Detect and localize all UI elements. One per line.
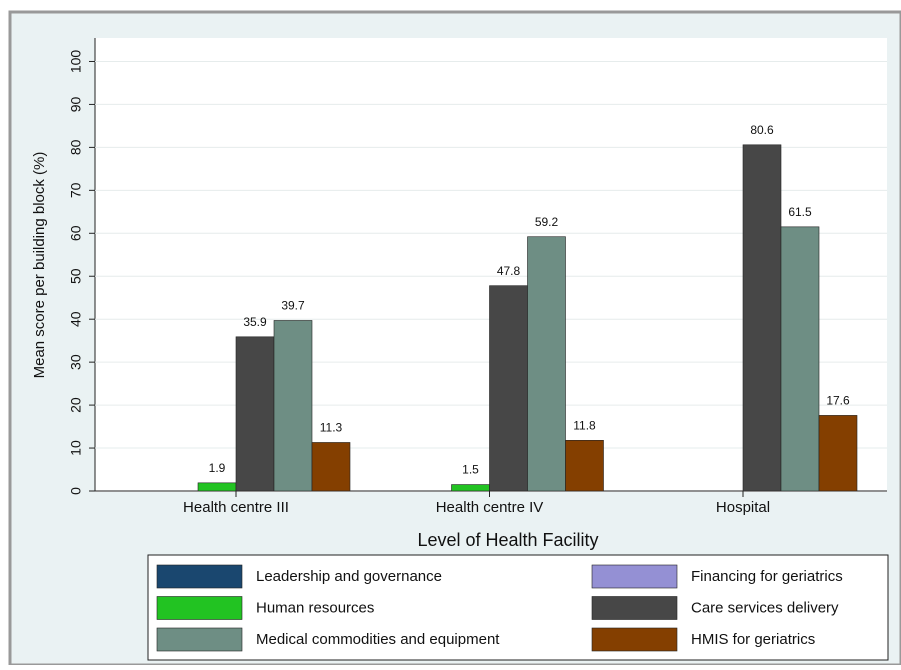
value-label: 1.9 bbox=[209, 461, 226, 475]
value-label: 11.3 bbox=[320, 421, 343, 435]
bar bbox=[780, 226, 820, 492]
y-tick-label: 60 bbox=[68, 225, 84, 241]
legend-swatch bbox=[591, 596, 678, 620]
y-tick-label: 30 bbox=[68, 354, 84, 370]
y-tick-label: 50 bbox=[68, 268, 84, 284]
bar bbox=[489, 285, 528, 492]
bar bbox=[451, 484, 490, 492]
legend-label: Financing for geriatrics bbox=[691, 568, 843, 585]
y-tick-label: 80 bbox=[68, 139, 84, 155]
bar bbox=[742, 144, 782, 492]
legend-swatch bbox=[156, 596, 243, 620]
value-label: 39.7 bbox=[281, 299, 305, 313]
value-label: 80.6 bbox=[750, 123, 774, 137]
bar bbox=[197, 482, 237, 492]
legend-swatch bbox=[591, 627, 678, 652]
value-label: 1.5 bbox=[462, 463, 479, 477]
bar bbox=[818, 415, 858, 492]
legend-swatch bbox=[156, 627, 243, 652]
x-tick-label: Health centre III bbox=[183, 499, 289, 516]
legend-label: Medical commodities and equipment bbox=[256, 631, 500, 648]
legend-label: Leadership and governance bbox=[256, 568, 442, 585]
y-tick-label: 100 bbox=[68, 50, 84, 74]
value-label: 59.2 bbox=[535, 215, 559, 229]
x-axis-label: Level of Health Facility bbox=[417, 530, 598, 550]
x-tick-label: Hospital bbox=[716, 499, 770, 516]
legend-label: Human resources bbox=[256, 599, 374, 616]
legend-swatch bbox=[156, 564, 243, 589]
legend-label: HMIS for geriatrics bbox=[691, 631, 815, 648]
value-label: 11.8 bbox=[573, 418, 596, 432]
bar bbox=[565, 440, 604, 492]
value-label: 61.5 bbox=[788, 205, 812, 219]
y-tick-label: 0 bbox=[68, 487, 84, 495]
bar bbox=[273, 320, 313, 492]
y-tick-label: 10 bbox=[68, 440, 84, 456]
legend-label: Care services delivery bbox=[691, 599, 839, 616]
value-label: 47.8 bbox=[497, 264, 521, 278]
bar bbox=[527, 236, 566, 492]
legend bbox=[147, 554, 889, 661]
y-tick-label: 40 bbox=[68, 311, 84, 327]
y-axis-label: Mean score per building block (%) bbox=[31, 152, 48, 379]
bar bbox=[311, 442, 351, 492]
x-tick-label: Health centre IV bbox=[436, 499, 544, 516]
value-label: 35.9 bbox=[243, 315, 267, 329]
legend-swatch bbox=[591, 564, 678, 589]
y-tick-label: 70 bbox=[68, 182, 84, 198]
value-label: 17.6 bbox=[826, 394, 850, 408]
y-tick-label: 20 bbox=[68, 397, 84, 413]
bar bbox=[235, 336, 275, 492]
y-tick-label: 90 bbox=[68, 96, 84, 112]
